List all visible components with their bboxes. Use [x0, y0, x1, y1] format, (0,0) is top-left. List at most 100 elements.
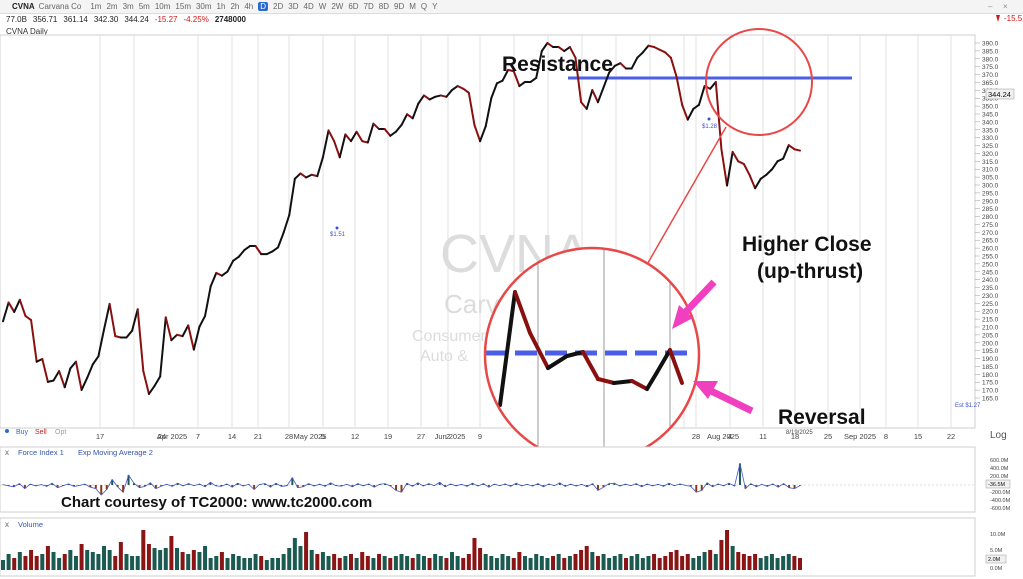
trade-toggle[interactable]: Buy Sell Opt [5, 429, 66, 436]
volume-bar [130, 556, 135, 570]
timeframe-7D[interactable]: 7D [363, 2, 374, 11]
price-segment [479, 125, 487, 143]
volume-bar [169, 536, 174, 570]
timeframe-2h[interactable]: 2h [230, 2, 240, 11]
price-segment [103, 302, 111, 331]
price-segment [653, 46, 661, 51]
force-index-panel [0, 446, 976, 513]
volume-bar [191, 550, 196, 570]
timeframe-5m[interactable]: 5m [138, 2, 150, 11]
volume-bar [180, 552, 185, 570]
price-segment [333, 140, 341, 159]
volume-bar [618, 554, 623, 570]
volume-bar [601, 554, 606, 570]
timeframe-6D[interactable]: 6D [348, 2, 359, 11]
volume-bar [23, 556, 28, 570]
volume-value-tag [985, 554, 1007, 564]
minimize-icon[interactable]: – [988, 2, 993, 11]
price-segment [658, 48, 667, 54]
volume-bar [96, 554, 101, 570]
timeframe-15m[interactable]: 15m [175, 2, 191, 11]
volume-close[interactable]: x [5, 520, 9, 529]
price-segment [86, 363, 94, 379]
volume-label[interactable]: Volume [18, 520, 43, 529]
force-index-label[interactable]: Force Index 1 [18, 448, 64, 457]
price-segment [697, 85, 706, 106]
volume-bar [320, 552, 325, 570]
volume-bar [388, 558, 393, 570]
price-segment [282, 214, 291, 234]
timeframe-4D[interactable]: 4D [303, 2, 314, 11]
shares-value: 2748000 [214, 15, 246, 24]
price-segment [18, 298, 27, 317]
volume-bar [696, 556, 701, 570]
volume-bar [163, 548, 168, 570]
force-index-axis: 600.0M400.0M200.0M0.0M-200.0M-400.0M-600… [985, 458, 1011, 512]
price-segment [495, 79, 504, 85]
price-segment [451, 85, 459, 92]
timeframe-Y[interactable]: Y [432, 2, 438, 11]
timeframe-10m[interactable]: 10m [154, 2, 171, 11]
timeframe-4h[interactable]: 4h [244, 2, 254, 11]
price-segment [181, 324, 190, 338]
earnings-estimate-marker[interactable]: Est $1.27 [955, 403, 981, 409]
symbol-label[interactable]: CVNA [12, 2, 35, 11]
close-icon[interactable]: × [1003, 2, 1008, 11]
earnings-marker-1[interactable]: $1.51 [330, 226, 346, 239]
volume-bar [29, 550, 34, 570]
volume-bar [309, 550, 314, 570]
price-segment [237, 249, 246, 258]
price-tick-label: 365.0 [982, 80, 999, 87]
timeframe-W[interactable]: W [318, 2, 327, 11]
volume-bar [34, 556, 39, 570]
change-right-label: -15.51 [1004, 14, 1023, 23]
zoom-price-segment [565, 350, 585, 358]
price-segment [585, 89, 594, 110]
log-scale-toggle[interactable]: Log [990, 430, 1007, 441]
volume-bar [489, 556, 494, 570]
timeframe-2W[interactable]: 2W [331, 2, 344, 11]
timeframe-M[interactable]: M [409, 2, 416, 11]
price-segment [737, 160, 745, 166]
timeframe-D[interactable]: D [258, 2, 269, 11]
force-index-close[interactable]: x [5, 448, 9, 457]
price-tick-label: 225.0 [982, 301, 999, 308]
volume-bar [702, 552, 707, 570]
timeframe-3m[interactable]: 3m [122, 2, 134, 11]
timeframe-2D[interactable]: 2D [273, 2, 284, 11]
volume-bar [253, 554, 258, 570]
earnings-marker-2[interactable]: $1.28 [702, 117, 718, 131]
force-tick-label: -400.0M [990, 498, 1011, 504]
chart-name-label[interactable]: CVNA Daily [6, 27, 48, 36]
high-value: 361.14 [63, 15, 88, 24]
date-tick-label: 5 [321, 432, 325, 441]
volume-bar [236, 556, 241, 570]
timeframe-3D[interactable]: 3D [288, 2, 299, 11]
price-segment [613, 62, 622, 67]
timeframe-1h[interactable]: 1h [216, 2, 226, 11]
timeframe-Q[interactable]: Q [420, 2, 428, 11]
volume-bar [691, 558, 696, 570]
ema-label[interactable]: Exp Moving Average 2 [78, 448, 153, 457]
volume-bar [450, 552, 455, 570]
zoom-price-segment [581, 350, 600, 381]
volume-bar [371, 558, 376, 570]
price-segment [198, 314, 207, 328]
timeframe-2m[interactable]: 2m [106, 2, 118, 11]
volume-bar [85, 550, 90, 570]
price-segment [692, 103, 700, 110]
timeframe-30m[interactable]: 30m [195, 2, 212, 11]
timeframe-9D[interactable]: 9D [394, 2, 405, 11]
price-segment [220, 270, 229, 277]
volume-bar [416, 554, 421, 570]
price-segment [265, 250, 274, 256]
volume-bar [551, 556, 556, 570]
force-tick-label: 200.0M [990, 474, 1009, 480]
timeframe-1m[interactable]: 1m [90, 2, 102, 11]
price-tick-label: 295.0 [982, 190, 999, 197]
volume-bar [719, 540, 724, 570]
timeframe-8D[interactable]: 8D [378, 2, 390, 11]
svg-text:$1.51: $1.51 [330, 232, 346, 238]
volume-bar [57, 558, 62, 570]
